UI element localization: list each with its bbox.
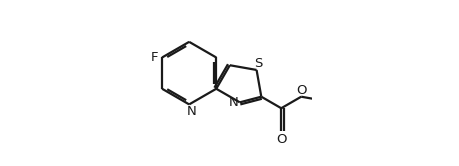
Text: O: O bbox=[276, 133, 286, 146]
Text: S: S bbox=[254, 57, 263, 70]
Text: N: N bbox=[186, 105, 196, 118]
Text: O: O bbox=[296, 84, 307, 97]
Text: N: N bbox=[229, 96, 238, 109]
Text: F: F bbox=[151, 51, 158, 64]
